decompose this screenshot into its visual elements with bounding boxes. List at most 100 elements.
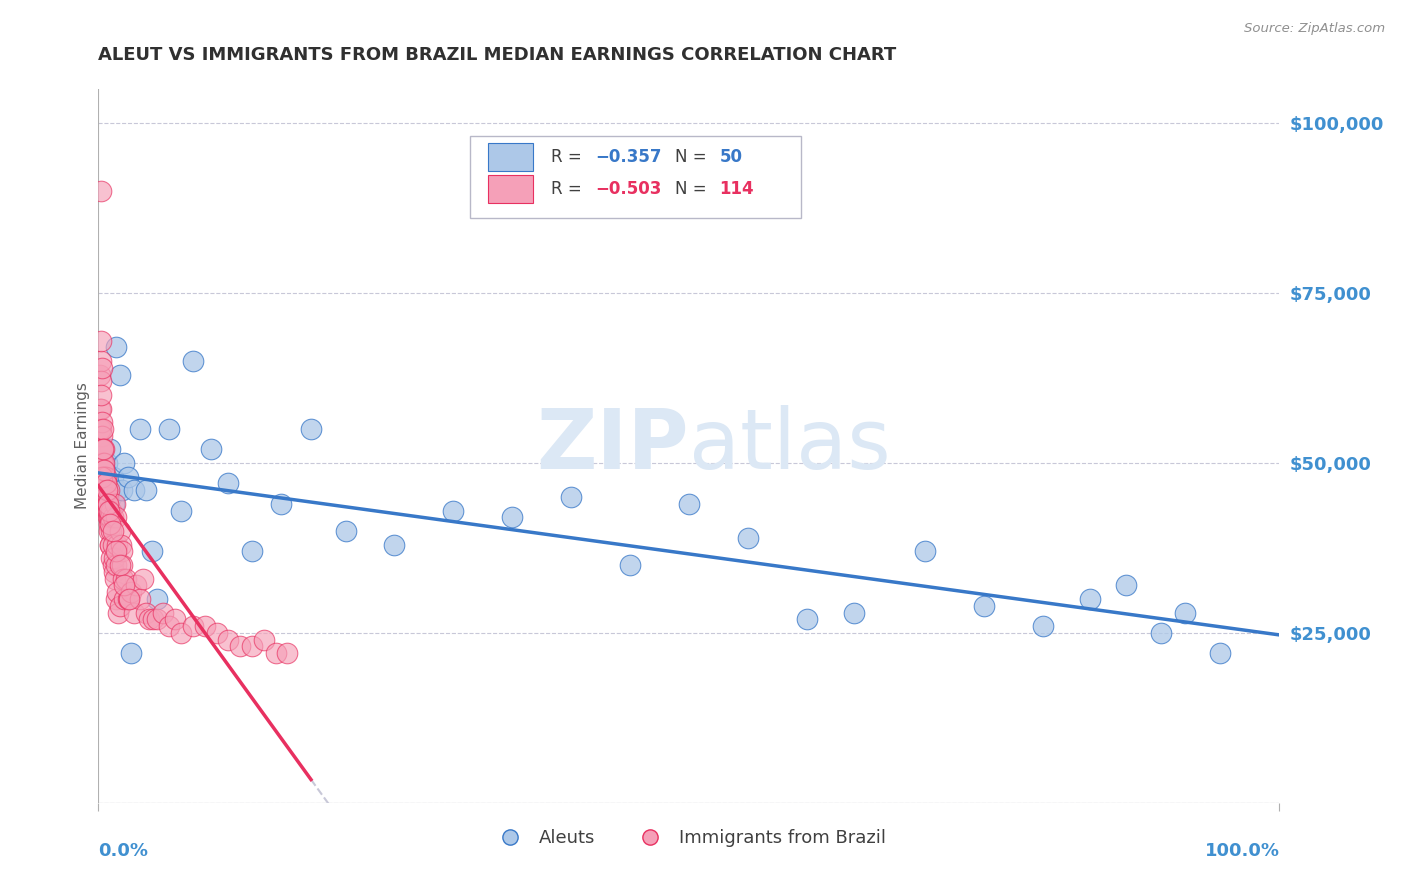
Y-axis label: Median Earnings: Median Earnings [75, 383, 90, 509]
Point [973, 599, 995, 613]
Point [217, 632, 239, 647]
Point [103, 565, 125, 579]
Point [117, 469, 139, 483]
Point [97, 497, 120, 511]
Point [205, 626, 228, 640]
Point [112, 572, 135, 586]
Point [118, 591, 141, 606]
Point [1174, 606, 1197, 620]
Point [105, 341, 128, 355]
Point [93, 463, 115, 477]
Point [111, 544, 134, 558]
Point [135, 606, 157, 620]
Point [94, 476, 117, 491]
Text: ALEUT VS IMMIGRANTS FROM BRAZIL MEDIAN EARNINGS CORRELATION CHART: ALEUT VS IMMIGRANTS FROM BRAZIL MEDIAN E… [98, 46, 897, 64]
Point [105, 544, 128, 558]
Point [108, 599, 131, 613]
Point [100, 490, 122, 504]
Text: R =: R = [551, 148, 586, 166]
Text: atlas: atlas [689, 406, 890, 486]
Point [112, 456, 135, 470]
Bar [488, 143, 533, 171]
Point [138, 612, 160, 626]
Point [737, 531, 759, 545]
Point [217, 476, 239, 491]
Text: R =: R = [551, 180, 586, 198]
Point [91, 476, 114, 491]
Text: 100.0%: 100.0% [1205, 842, 1279, 860]
Point [98, 442, 121, 457]
Point [89, 469, 111, 483]
Point [240, 544, 263, 558]
Point [96, 456, 118, 470]
Point [112, 591, 135, 606]
Point [98, 524, 121, 538]
Point [89, 456, 111, 470]
Point [101, 469, 124, 483]
Point [1115, 578, 1137, 592]
Point [90, 401, 112, 416]
Point [1080, 591, 1102, 606]
Point [108, 524, 131, 538]
Point [93, 469, 115, 483]
Text: 114: 114 [720, 180, 754, 198]
Point [91, 463, 114, 477]
Point [100, 524, 122, 538]
Point [299, 422, 322, 436]
Point [96, 483, 118, 498]
Point [105, 591, 128, 606]
Point [121, 646, 143, 660]
Point [108, 368, 131, 382]
Point [101, 524, 124, 538]
Point [90, 334, 112, 348]
Legend: Aleuts, Immigrants from Brazil: Aleuts, Immigrants from Brazil [485, 822, 893, 855]
Point [165, 612, 187, 626]
Point [125, 578, 148, 592]
Point [89, 401, 111, 416]
Point [118, 591, 141, 606]
Text: ZIP: ZIP [537, 406, 689, 486]
Point [122, 606, 145, 620]
Point [111, 558, 134, 572]
Point [560, 490, 582, 504]
Point [93, 456, 115, 470]
Point [796, 612, 818, 626]
Point [382, 537, 405, 551]
Point [105, 510, 128, 524]
Text: Source: ZipAtlas.com: Source: ZipAtlas.com [1244, 22, 1385, 36]
Point [194, 619, 217, 633]
Point [98, 517, 121, 532]
Text: 50: 50 [720, 148, 742, 166]
Text: −0.503: −0.503 [596, 180, 662, 198]
Point [181, 354, 204, 368]
Point [1209, 646, 1232, 660]
Point [441, 503, 464, 517]
Point [98, 483, 121, 498]
Point [89, 442, 111, 457]
Point [100, 503, 122, 517]
Point [181, 619, 204, 633]
Point [93, 483, 115, 498]
Point [170, 503, 193, 517]
Point [90, 476, 112, 491]
Point [240, 640, 263, 654]
Point [619, 558, 641, 572]
Point [91, 449, 114, 463]
Point [94, 476, 117, 491]
Point [128, 591, 150, 606]
Point [97, 503, 120, 517]
Point [90, 184, 112, 198]
Text: N =: N = [675, 148, 711, 166]
Point [98, 537, 121, 551]
Point [91, 456, 114, 470]
Point [91, 456, 114, 470]
Point [122, 483, 145, 498]
Point [91, 360, 114, 375]
Point [157, 422, 180, 436]
Point [1032, 619, 1054, 633]
Text: 0.0%: 0.0% [98, 842, 149, 860]
Point [98, 510, 121, 524]
Point [98, 517, 121, 532]
Point [152, 606, 174, 620]
Point [91, 469, 114, 483]
